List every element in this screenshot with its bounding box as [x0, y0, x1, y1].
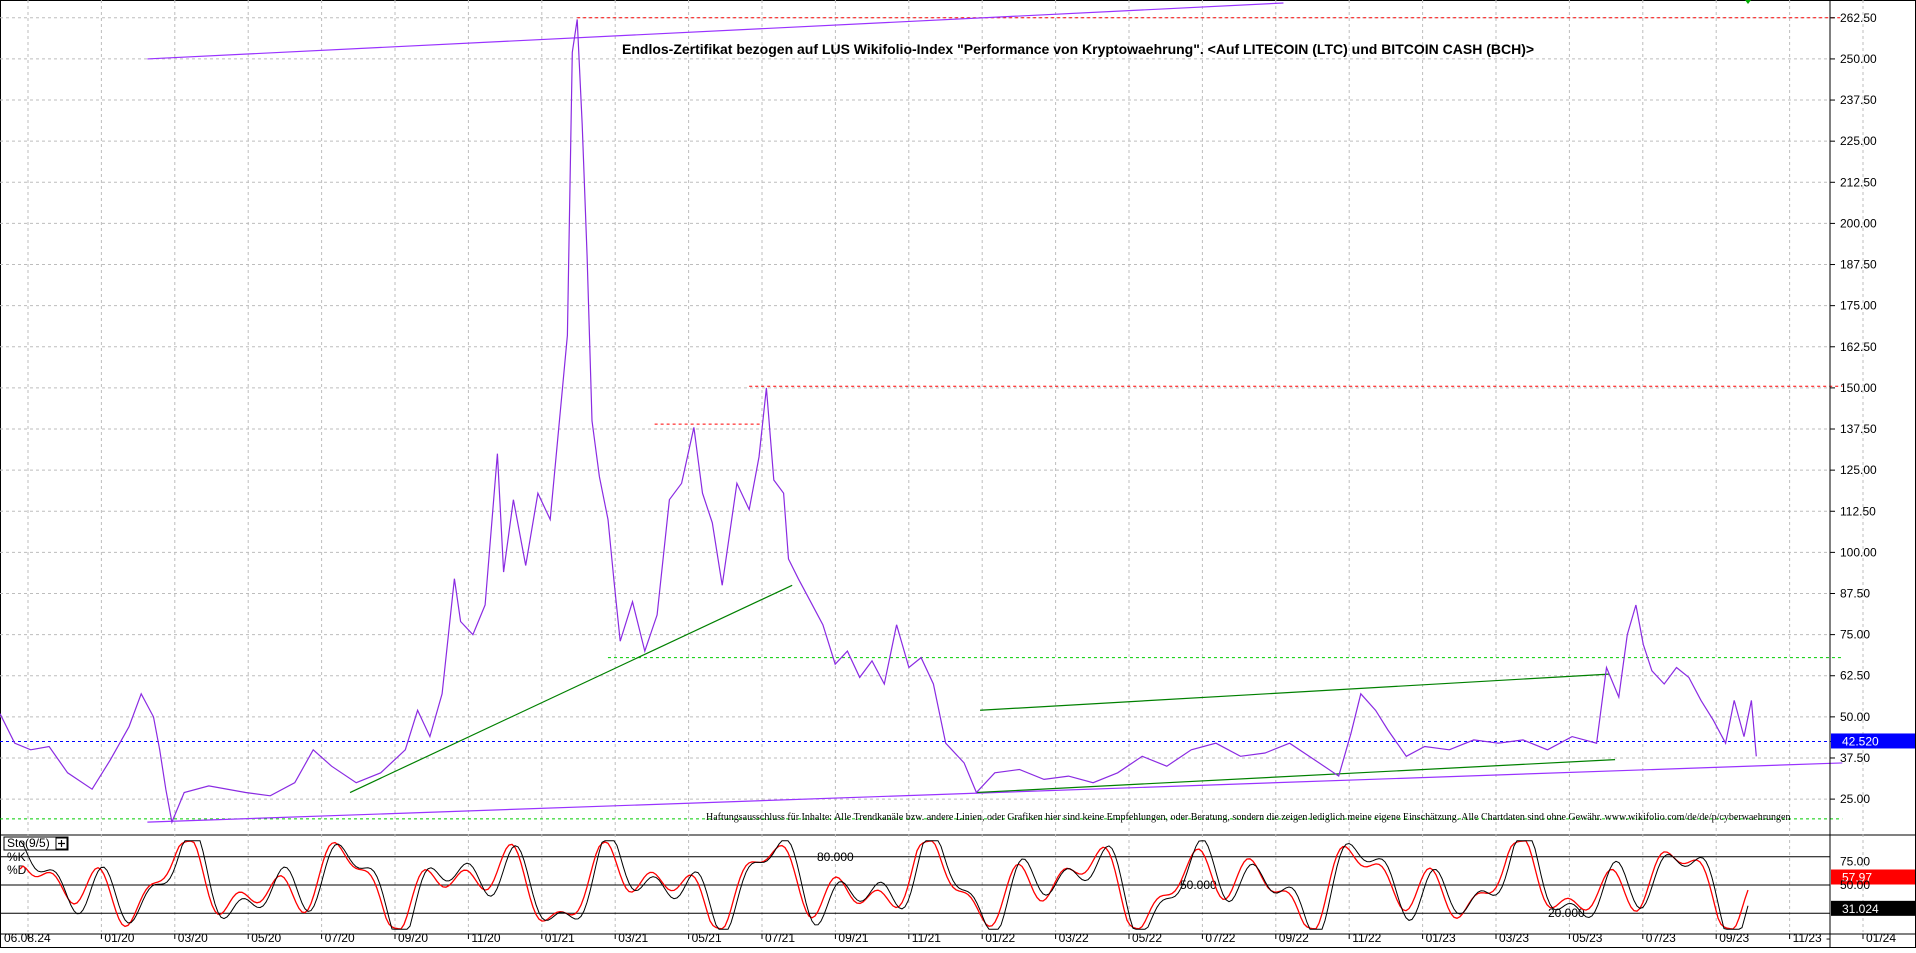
- y-tick-label: 137.50: [1840, 422, 1877, 436]
- y-tick-label: 37.50: [1840, 751, 1870, 765]
- y-tick-label: 125.00: [1840, 463, 1877, 477]
- x-tick-label: 05/20: [251, 931, 281, 945]
- x-axis: 06.08.24 01/20 03/20 05/20 07/20 09/20 11/20 01…: [0, 931, 1916, 945]
- y-tick-label: 75.00: [1840, 628, 1870, 642]
- y-tick-label: 87.50: [1840, 586, 1870, 600]
- x-tick-label: 07/22: [1205, 931, 1235, 945]
- x-tick-label: 05/22: [1132, 931, 1162, 945]
- stochastic-mid-label: 50.00: [1840, 878, 1870, 892]
- y-tick-label: 62.50: [1840, 669, 1870, 683]
- x-tick-label: 09/22: [1279, 931, 1309, 945]
- x-tick-label: 11/21: [912, 931, 941, 945]
- x-axis-end-marker: -: [1826, 931, 1830, 945]
- y-tick-label: 225.00: [1840, 134, 1877, 148]
- d-legend-label: %D: [7, 863, 27, 877]
- y-tick-label: 200.00: [1840, 216, 1877, 230]
- x-tick-label: 05/23: [1572, 931, 1602, 945]
- x-tick-label: 01/20: [104, 931, 134, 945]
- y-tick-label: 262.50: [1840, 11, 1877, 25]
- last-price-label: 42.520: [1842, 734, 1879, 748]
- last-d-label: 31.024: [1842, 902, 1879, 916]
- price-series-line: [0, 19, 1757, 825]
- y-axis: 262.50 250.00 237.50 225.00 212.50 200.00 187.…: [1829, 0, 1915, 948]
- x-tick-label: 01/21: [545, 931, 575, 945]
- y-tick-label: 212.50: [1840, 175, 1877, 189]
- trendline: [147, 762, 1843, 823]
- x-tick-label: 07/23: [1646, 931, 1676, 945]
- x-tick-label: 07/20: [325, 931, 355, 945]
- plus-icon: [58, 840, 65, 847]
- last-k-label: 57.97: [1842, 871, 1872, 885]
- x-tick-label: 07/21: [765, 931, 795, 945]
- plot-area: [0, 0, 1843, 825]
- y-tick-label: 100.00: [1840, 545, 1877, 559]
- chart-title: Endlos-Zertifikat bezogen auf LUS Wikifo…: [622, 41, 1534, 57]
- x-tick-label: 06.08.24: [4, 931, 51, 945]
- signal-marker: [1745, 0, 1751, 4]
- x-tick-label: 09/20: [398, 931, 428, 945]
- x-tick-label: 01/22: [985, 931, 1015, 945]
- y-tick-label: 25.00: [1840, 792, 1870, 806]
- y-tick-label: 150.00: [1840, 381, 1877, 395]
- last-price-tag: [1831, 733, 1915, 749]
- indicator-name: Sto(9/5): [7, 836, 50, 850]
- x-tick-label: 11/23: [1793, 931, 1822, 945]
- x-tick-label: 03/22: [1059, 931, 1089, 945]
- y-tick-label: 112.50: [1840, 504, 1876, 518]
- x-tick-label: 03/20: [178, 931, 208, 945]
- x-tick-label: 03/23: [1499, 931, 1529, 945]
- x-tick-label: 09/21: [838, 931, 868, 945]
- y-tick-label: 175.00: [1840, 299, 1877, 313]
- x-tick-label: 11/22: [1352, 931, 1381, 945]
- trendline: [147, 2, 1284, 60]
- trendline: [976, 759, 1616, 794]
- x-tick-label: 11/20: [471, 931, 500, 945]
- last-d-tag: [1831, 900, 1915, 916]
- chart-disclaimer: Haftungsausschluss für Inhalte: Alle Tre…: [706, 812, 1791, 823]
- y-tick-label: 237.50: [1840, 93, 1877, 107]
- last-k-tag: [1831, 869, 1915, 885]
- y-tick-label: 50.00: [1840, 710, 1870, 724]
- y-tick-label: 187.50: [1840, 258, 1877, 272]
- x-tick-label: 05/21: [692, 931, 722, 945]
- indicator-header-box: [3, 836, 69, 851]
- trendline: [980, 673, 1609, 711]
- x-tick-label: 01/23: [1426, 931, 1456, 945]
- stochastic-level-label: 20.000: [1548, 906, 1585, 920]
- y-tick-label: 250.00: [1840, 52, 1877, 66]
- stochastic-y-tick-label: 75.00: [1840, 855, 1870, 869]
- x-tick-label: 03/21: [618, 931, 648, 945]
- x-tick-label: 01/24: [1866, 931, 1896, 945]
- stochastic-k-line: [19, 840, 1749, 930]
- stochastic-level-label: 80.000: [817, 850, 854, 864]
- stochastic-panel: Sto(9/5)%K%D80.00050.00020.00075.0025.00…: [0, 836, 1915, 930]
- stochastic-d-line: [19, 840, 1749, 930]
- trendline: [349, 584, 793, 794]
- x-tick-label: 09/23: [1719, 931, 1749, 945]
- stochastic-level-label: 50.000: [1180, 878, 1217, 892]
- y-tick-label: 162.50: [1840, 340, 1877, 354]
